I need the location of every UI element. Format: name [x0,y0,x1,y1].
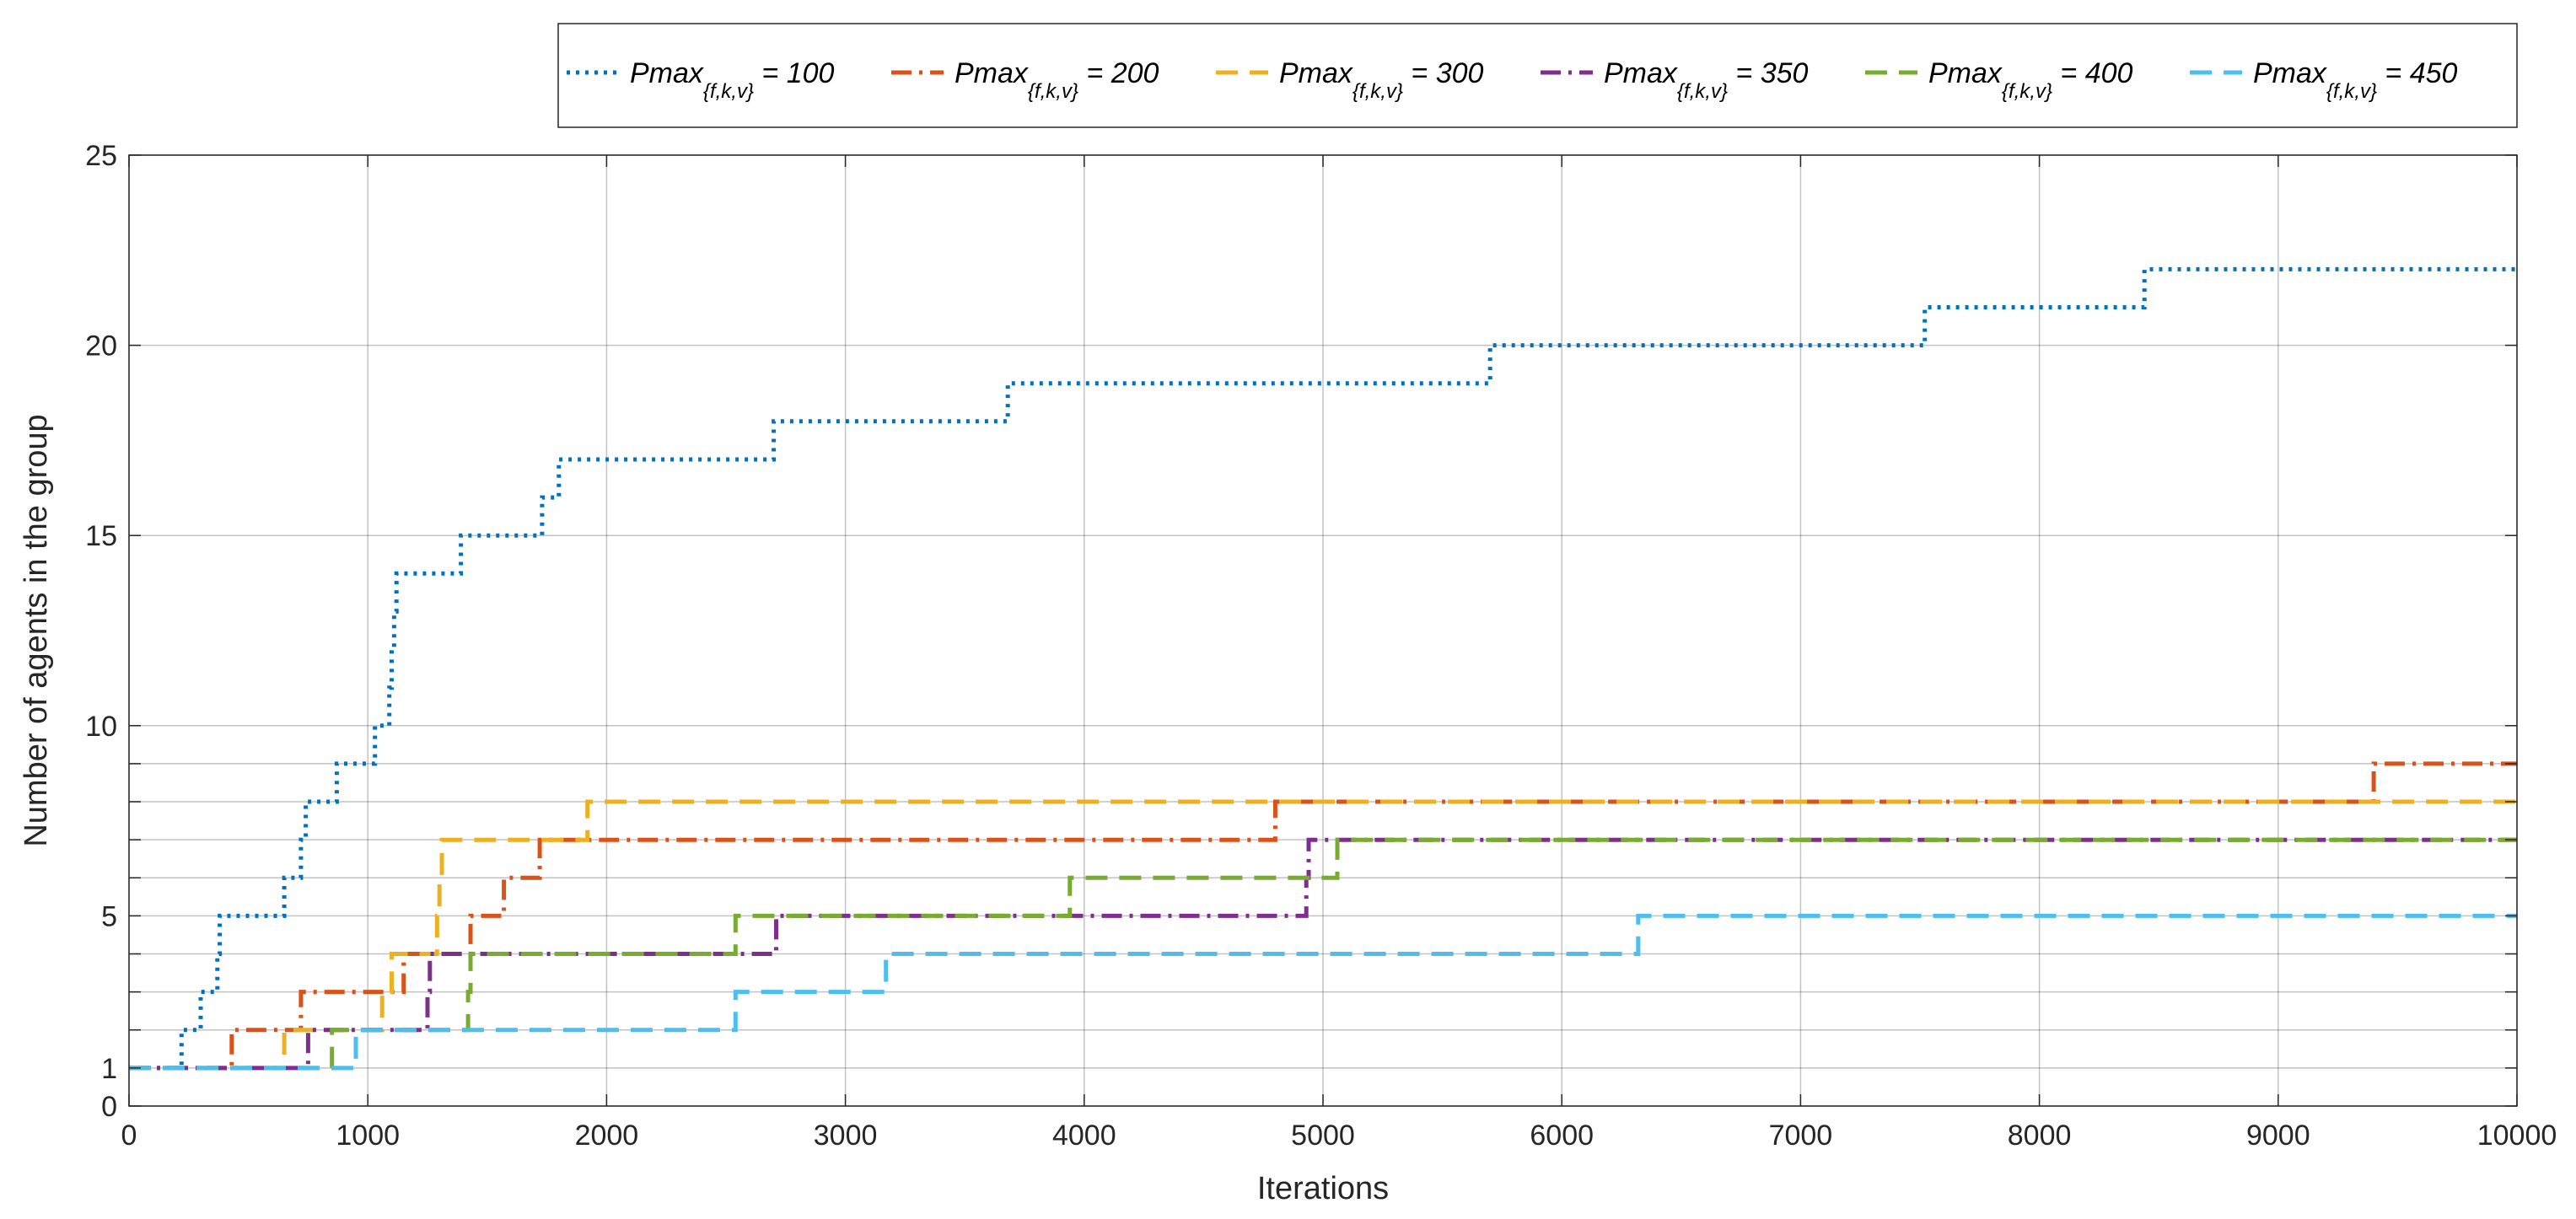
x-tick-label: 1000 [336,1120,400,1152]
legend: Pmax{f,k,v} = 100 Pmax{f,k,v} = 200 Pmax{f… [557,23,2518,128]
x-tick-label: 10000 [2477,1120,2557,1152]
legend-label: Pmax{f,k,v} = 400 [1928,57,2133,103]
x-tick-label: 4000 [1052,1120,1116,1152]
legend-label: Pmax{f,k,v} = 100 [630,57,835,103]
series-line-6 [129,913,2517,1071]
legend-item-3: Pmax{f,k,v} = 300 [1216,57,1484,103]
plot-area [129,155,2517,1106]
legend-item-6: Pmax{f,k,v} = 450 [2190,57,2458,103]
series-line-5 [129,837,2517,1071]
legend-item-2: Pmax{f,k,v} = 200 [891,57,1159,103]
y-tick-label: 0 [101,1091,117,1123]
x-tick-label: 7000 [1769,1120,1833,1152]
legend-label: Pmax{f,k,v} = 200 [955,57,1159,103]
legend-label: Pmax{f,k,v} = 300 [1279,57,1484,103]
x-tick-label: 0 [121,1120,137,1152]
y-axis-title: Number of agents in the group [19,414,54,846]
y-tick-label: 15 [85,520,117,552]
x-tick-label: 9000 [2246,1120,2310,1152]
x-tick-label: 3000 [814,1120,878,1152]
legend-label: Pmax{f,k,v} = 450 [2253,57,2458,103]
y-tick-label: 5 [101,900,117,932]
y-tick-label: 1 [101,1053,117,1085]
legend-item-5: Pmax{f,k,v} = 400 [1865,57,2133,103]
x-tick-label: 2000 [575,1120,639,1152]
legend-label: Pmax{f,k,v} = 350 [1604,57,1809,103]
y-tick-label: 10 [85,711,117,743]
legend-box [557,23,2518,128]
y-tick-label: 20 [85,330,117,362]
series-lines [129,266,2517,1071]
tick-labels: 0 1000 2000 3000 4000 5000 6000 7000 8000 9000 100… [85,140,2557,1152]
x-tick-label: 8000 [2008,1120,2072,1152]
x-tick-label: 6000 [1530,1120,1594,1152]
legend-item-1: Pmax{f,k,v} = 100 [567,57,835,103]
x-axis-title: Iterations [1257,1171,1389,1206]
legend-item-4: Pmax{f,k,v} = 350 [1541,57,1809,103]
x-tick-label: 5000 [1291,1120,1355,1152]
y-tick-label: 25 [85,140,117,172]
